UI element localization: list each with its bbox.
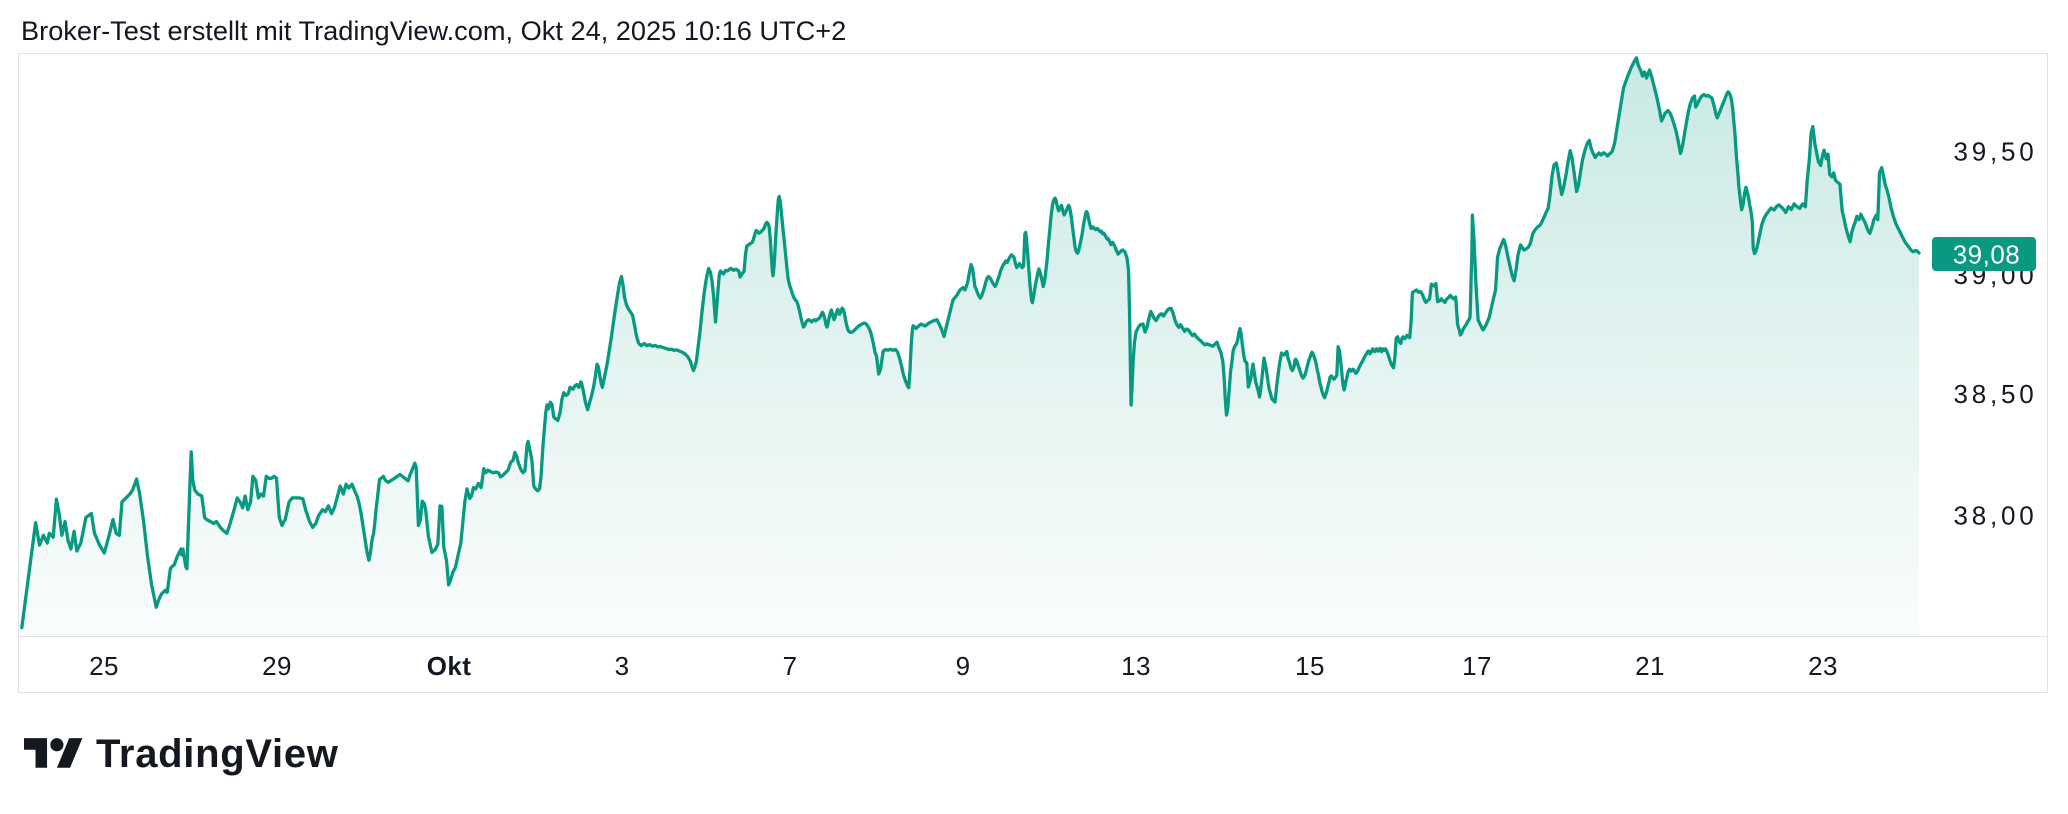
svg-text:21: 21 [1635, 651, 1665, 681]
svg-text:9: 9 [956, 651, 971, 681]
svg-text:38,50: 38,50 [1953, 379, 2037, 409]
svg-text:39,08: 39,08 [1953, 240, 2021, 270]
svg-text:15: 15 [1295, 651, 1325, 681]
svg-text:13: 13 [1121, 651, 1151, 681]
svg-text:23: 23 [1808, 651, 1838, 681]
svg-text:38,00: 38,00 [1953, 501, 2037, 531]
svg-text:TradingView: TradingView [96, 732, 339, 776]
svg-text:Okt: Okt [427, 651, 472, 681]
svg-text:7: 7 [783, 651, 798, 681]
svg-text:Broker-Test erstellt mit Tradi: Broker-Test erstellt mit TradingView.com… [21, 15, 846, 46]
svg-text:25: 25 [89, 651, 119, 681]
svg-text:39,50: 39,50 [1953, 137, 2037, 167]
svg-text:3: 3 [615, 651, 630, 681]
svg-text:17: 17 [1462, 651, 1492, 681]
svg-text:29: 29 [262, 651, 292, 681]
